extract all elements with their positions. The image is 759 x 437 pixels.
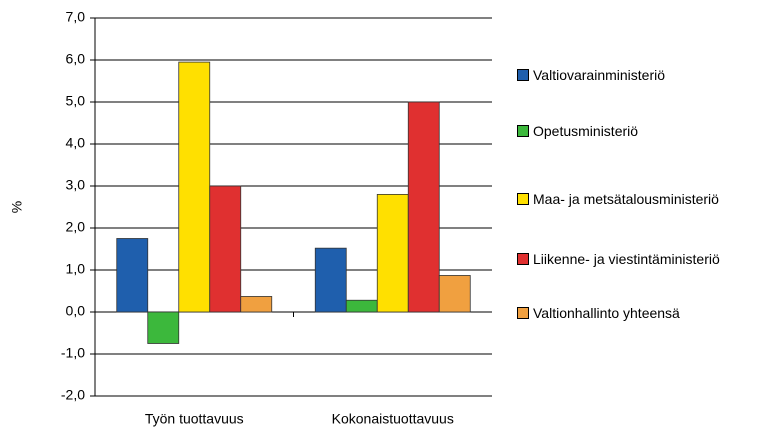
y-tick-label: 3,0 [66, 177, 86, 193]
bar [407, 101, 440, 313]
bar [438, 275, 471, 313]
legend-swatch [517, 307, 529, 319]
legend-item: Opetusministeriö [517, 121, 727, 141]
y-tick-label: 5,0 [66, 93, 86, 109]
y-tick-label: 1,0 [66, 261, 86, 277]
bar [116, 238, 149, 313]
legend-item: Valtiovarainministeriö [517, 65, 727, 85]
legend-label: Valtionhallinto yhteensä [533, 305, 680, 321]
bar [376, 193, 409, 313]
legend-label: Liikenne- ja viestintäministeriö [533, 251, 720, 267]
legend-item: Maa- ja metsätalousministeriö [517, 189, 727, 209]
bar [314, 247, 347, 313]
y-tick-label: 6,0 [66, 51, 86, 67]
bar [209, 185, 242, 313]
y-axis-label: % [9, 201, 25, 213]
bar [345, 299, 378, 313]
bar [240, 296, 273, 313]
bar [147, 311, 180, 344]
y-tick-label: 0,0 [66, 303, 86, 319]
x-tick-label: Kokonaistuottavuus [332, 411, 454, 427]
legend-swatch [517, 253, 529, 265]
x-tick-label: Työn tuottavuus [145, 411, 244, 427]
legend-label: Maa- ja metsätalousministeriö [533, 191, 719, 207]
y-tick-label: -1,0 [61, 345, 85, 361]
y-tick-label: 7,0 [66, 9, 86, 25]
y-tick-label: 4,0 [66, 135, 86, 151]
y-tick-label: 2,0 [66, 219, 86, 235]
y-tick-label: -2,0 [61, 387, 85, 403]
legend-swatch [517, 69, 529, 81]
legend-label: Opetusministeriö [533, 123, 639, 139]
legend-item: Valtionhallinto yhteensä [517, 303, 727, 323]
bar [178, 61, 211, 313]
legend-label: Valtiovarainministeriö [533, 67, 666, 83]
legend-swatch [517, 193, 529, 205]
legend-swatch [517, 125, 529, 137]
legend-item: Liikenne- ja viestintäministeriö [517, 249, 727, 269]
